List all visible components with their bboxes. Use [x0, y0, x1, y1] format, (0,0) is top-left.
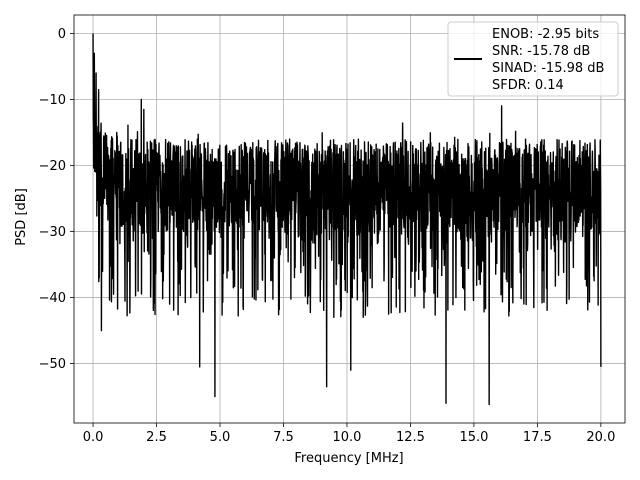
- legend-snr: SNR: -15.78 dB: [492, 44, 590, 59]
- x-axis-ticks: 0.0 2.5 5.0 7.5 10.0 12.5 15.0 17.5 20.0: [83, 423, 615, 445]
- x-tick-label: 2.5: [146, 430, 167, 445]
- y-tick-label: −50: [39, 357, 66, 372]
- x-tick-label: 10.0: [332, 430, 361, 445]
- x-tick-label: 15.0: [459, 430, 488, 445]
- legend-sfdr: SFDR: 0.14: [492, 78, 564, 93]
- legend-sinad: SINAD: -15.98 dB: [492, 61, 604, 76]
- axes-frame: [73, 14, 626, 424]
- x-tick-label: 20.0: [586, 430, 615, 445]
- x-tick-label: 17.5: [523, 430, 552, 445]
- x-axis-label: Frequency [MHz]: [294, 451, 403, 466]
- y-tick-label: −20: [39, 159, 66, 174]
- y-axis-ticks: 0 −10 −20 −30 −40 −50: [39, 27, 74, 372]
- legend-enob: ENOB: -2.95 bits: [492, 27, 599, 42]
- x-tick-label: 5.0: [210, 430, 231, 445]
- legend: ENOB: -2.95 bits SNR: -15.78 dB SINAD: -…: [447, 21, 619, 97]
- x-tick-label: 0.0: [83, 430, 104, 445]
- x-tick-label: 7.5: [273, 430, 294, 445]
- y-tick-label: −30: [39, 225, 66, 240]
- x-tick-label: 12.5: [396, 430, 425, 445]
- y-tick-label: 0: [58, 27, 66, 42]
- series-layer: [92, 33, 602, 406]
- y-tick-label: −10: [39, 93, 66, 108]
- psd-series-line: [92, 33, 602, 406]
- legend-box: [447, 21, 619, 97]
- y-axis-label: PSD [dB]: [14, 188, 29, 246]
- y-tick-label: −40: [39, 291, 66, 306]
